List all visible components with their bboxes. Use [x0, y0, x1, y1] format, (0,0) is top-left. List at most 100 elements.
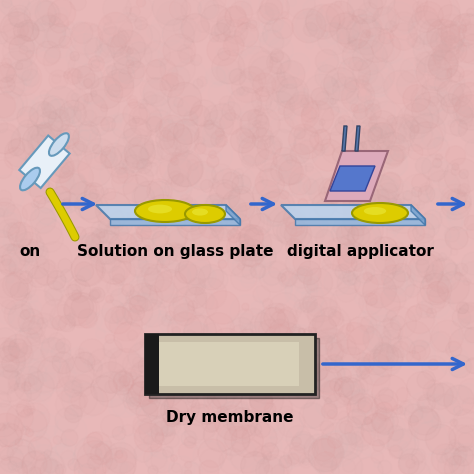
Circle shape — [90, 290, 99, 300]
Circle shape — [70, 52, 79, 61]
Circle shape — [349, 97, 370, 118]
Circle shape — [321, 422, 357, 458]
Circle shape — [410, 122, 443, 155]
Polygon shape — [281, 205, 425, 219]
Circle shape — [29, 101, 56, 128]
Circle shape — [253, 128, 273, 149]
Circle shape — [72, 290, 82, 300]
Circle shape — [15, 359, 47, 391]
Circle shape — [181, 430, 197, 446]
Circle shape — [444, 158, 474, 194]
Circle shape — [299, 402, 325, 428]
Circle shape — [59, 201, 81, 222]
Circle shape — [434, 50, 444, 60]
Circle shape — [58, 259, 72, 273]
Circle shape — [0, 77, 15, 93]
Circle shape — [187, 396, 193, 403]
Circle shape — [150, 343, 181, 374]
Circle shape — [241, 274, 254, 288]
Circle shape — [48, 0, 75, 27]
Circle shape — [390, 23, 418, 50]
Circle shape — [91, 91, 97, 97]
Circle shape — [416, 41, 449, 74]
Circle shape — [27, 391, 40, 403]
Circle shape — [164, 390, 200, 425]
Circle shape — [208, 199, 243, 234]
Circle shape — [242, 155, 255, 168]
Circle shape — [184, 284, 214, 315]
Circle shape — [250, 423, 262, 436]
Circle shape — [215, 19, 236, 40]
Circle shape — [110, 289, 129, 307]
Circle shape — [369, 0, 386, 9]
Circle shape — [146, 116, 162, 132]
Circle shape — [229, 372, 236, 379]
Circle shape — [77, 268, 91, 282]
Circle shape — [260, 30, 284, 54]
Circle shape — [281, 271, 296, 286]
Circle shape — [441, 21, 460, 40]
Circle shape — [99, 232, 105, 238]
Circle shape — [411, 259, 435, 283]
Circle shape — [16, 63, 23, 70]
Circle shape — [428, 225, 451, 247]
Circle shape — [128, 211, 137, 220]
Circle shape — [369, 139, 394, 164]
Circle shape — [116, 451, 123, 458]
Circle shape — [264, 403, 276, 414]
Circle shape — [147, 347, 180, 381]
Circle shape — [407, 351, 420, 365]
Circle shape — [55, 408, 79, 432]
Circle shape — [238, 235, 249, 245]
Circle shape — [45, 358, 61, 374]
Circle shape — [377, 135, 385, 143]
Circle shape — [148, 465, 158, 474]
Circle shape — [126, 291, 140, 305]
Circle shape — [294, 251, 301, 258]
Circle shape — [67, 138, 84, 156]
Circle shape — [108, 84, 120, 97]
Circle shape — [342, 10, 377, 45]
Circle shape — [227, 408, 257, 438]
Circle shape — [341, 80, 375, 113]
Circle shape — [114, 47, 141, 74]
Circle shape — [296, 89, 315, 108]
Circle shape — [63, 394, 71, 402]
Circle shape — [189, 356, 200, 366]
Circle shape — [227, 229, 241, 243]
Circle shape — [217, 406, 228, 419]
Circle shape — [261, 10, 284, 33]
Circle shape — [237, 263, 244, 270]
Circle shape — [46, 24, 71, 48]
Circle shape — [209, 118, 225, 133]
Circle shape — [261, 443, 279, 460]
Text: digital applicator: digital applicator — [287, 244, 433, 259]
Circle shape — [0, 244, 26, 274]
Circle shape — [341, 218, 364, 241]
Circle shape — [427, 383, 453, 410]
Circle shape — [25, 255, 49, 279]
Circle shape — [323, 237, 356, 271]
Circle shape — [331, 221, 355, 245]
Circle shape — [434, 137, 447, 150]
Circle shape — [57, 128, 65, 136]
Circle shape — [3, 235, 18, 250]
Circle shape — [185, 287, 207, 308]
Circle shape — [80, 248, 89, 257]
Circle shape — [276, 414, 302, 441]
Circle shape — [232, 251, 265, 283]
Circle shape — [359, 27, 393, 63]
Circle shape — [11, 463, 30, 474]
Circle shape — [347, 220, 381, 254]
Circle shape — [45, 360, 75, 391]
Circle shape — [77, 441, 113, 474]
Circle shape — [364, 301, 386, 325]
Circle shape — [175, 261, 197, 283]
Ellipse shape — [185, 205, 225, 223]
Circle shape — [352, 397, 387, 431]
Circle shape — [24, 371, 54, 401]
Circle shape — [319, 57, 354, 91]
Circle shape — [91, 77, 123, 109]
Circle shape — [413, 221, 435, 243]
Circle shape — [412, 6, 438, 32]
